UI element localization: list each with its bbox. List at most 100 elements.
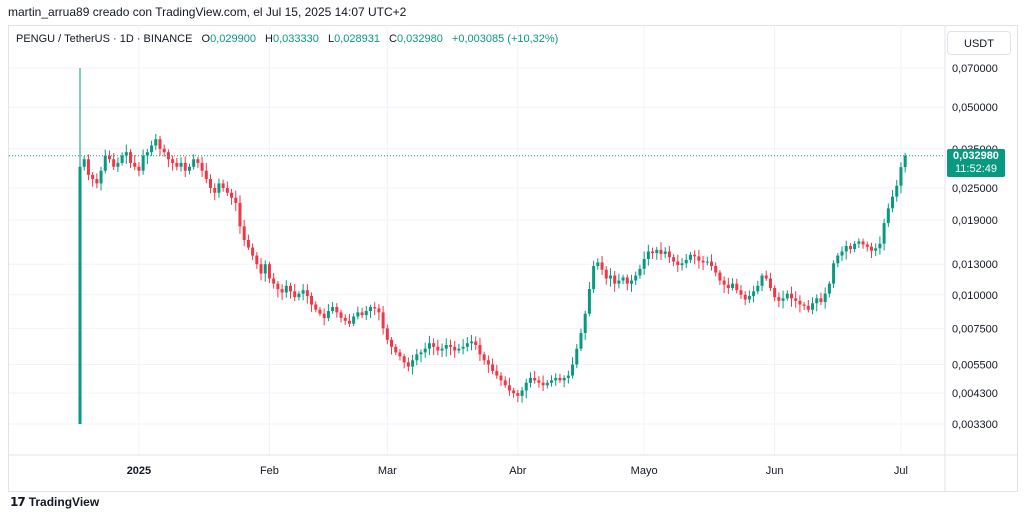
candle-body (398, 352, 402, 357)
candle-body (848, 245, 852, 250)
candle-body (659, 249, 663, 254)
candle-body (112, 159, 116, 167)
currency-button[interactable]: USDT (947, 31, 1011, 55)
x-tick-label: Jun (766, 465, 784, 477)
candle-body (528, 377, 532, 383)
candle-body (234, 197, 238, 203)
candle-body (697, 256, 701, 261)
candle-body (777, 297, 781, 301)
candle-body (680, 263, 684, 266)
candle-body (630, 280, 634, 284)
candle-body (385, 328, 389, 340)
y-tick-label: 0,070000 (952, 63, 998, 75)
candle-body (103, 155, 107, 171)
candle-body (192, 159, 196, 167)
x-tick-label: Abr (509, 465, 526, 477)
candle-body (655, 249, 659, 254)
candle-body (187, 166, 191, 171)
candle-body (141, 155, 145, 171)
symbol-label: PENGU / TetherUS · 1D · BINANCE (16, 33, 193, 45)
candle-body (82, 159, 86, 167)
candle-body (221, 183, 225, 188)
candle-body (495, 371, 499, 376)
low-value: 0,028931 (334, 33, 380, 45)
candle-body (710, 261, 713, 267)
candle-body (596, 262, 600, 267)
candle-body (739, 290, 743, 295)
candle-body (465, 343, 469, 347)
candle-body (95, 179, 99, 184)
candle-body (280, 289, 284, 293)
candle-body (768, 278, 772, 288)
candle-body (491, 364, 495, 372)
candle-body (520, 390, 524, 396)
candle-body (571, 364, 575, 376)
candle-body (263, 264, 267, 274)
x-tick-label: Mayo (631, 465, 658, 477)
candle-body (461, 346, 465, 349)
y-tick-label: 0,025000 (952, 183, 998, 195)
candle-body (672, 257, 676, 262)
candle-body (162, 148, 166, 153)
candle-body (693, 254, 697, 257)
candle-body (579, 333, 583, 349)
candle-body (600, 262, 604, 270)
candle-body (217, 183, 221, 193)
candle-body (246, 240, 250, 248)
candle-body (651, 251, 655, 254)
candle-body (608, 275, 612, 279)
candle-body (457, 348, 461, 351)
candle-body (124, 152, 128, 156)
candle-body (314, 304, 318, 310)
candle-body (537, 380, 541, 383)
candle-body (423, 348, 427, 353)
candle-body (701, 260, 705, 263)
candle-body (857, 241, 861, 244)
candle-body (402, 356, 406, 363)
candle-body (478, 344, 482, 355)
candle-body (587, 289, 591, 314)
y-tick-label: 0,010000 (952, 290, 998, 302)
candle-body (642, 258, 646, 269)
y-tick-label: 0,019000 (952, 215, 998, 227)
chart-frame (8, 25, 1018, 492)
candle-body (785, 293, 789, 299)
candle-body (440, 348, 444, 351)
tradingview-logo[interactable]: 17 TradingView (10, 494, 99, 510)
candle-body (899, 167, 903, 186)
candle-body (99, 170, 103, 184)
candle-body (209, 179, 213, 188)
candle-body (726, 284, 730, 288)
candle-body (297, 293, 301, 298)
candle-body (714, 266, 718, 273)
candle-body (343, 317, 347, 321)
candle-body (760, 275, 764, 286)
candle-body (815, 298, 819, 304)
candle-body (752, 291, 756, 296)
candle-body (592, 266, 596, 290)
candle-body (158, 139, 162, 149)
candle-body (200, 162, 204, 171)
candle-body (364, 311, 368, 316)
y-tick-label: 0,050000 (952, 102, 998, 114)
candle-body (667, 251, 671, 258)
candle-body (251, 247, 255, 256)
candle-body (507, 385, 511, 391)
ohlc-legend: PENGU / TetherUS · 1D · BINANCE O0,02990… (16, 33, 558, 45)
candle-body (259, 264, 263, 274)
candle-body (756, 285, 760, 292)
bar-countdown: 11:52:49 (954, 163, 997, 175)
candle-body (394, 346, 398, 353)
candle-body (617, 280, 621, 284)
candle-body (381, 312, 385, 329)
close-value: 0,032980 (396, 33, 443, 45)
candle-body (267, 264, 271, 279)
open-value: 0,029900 (210, 33, 256, 45)
candle-body (255, 255, 259, 265)
candle-body (230, 192, 234, 198)
candle-body (175, 162, 179, 167)
candle-body (322, 313, 326, 318)
candle-body (533, 377, 537, 381)
candle-body (310, 295, 314, 305)
